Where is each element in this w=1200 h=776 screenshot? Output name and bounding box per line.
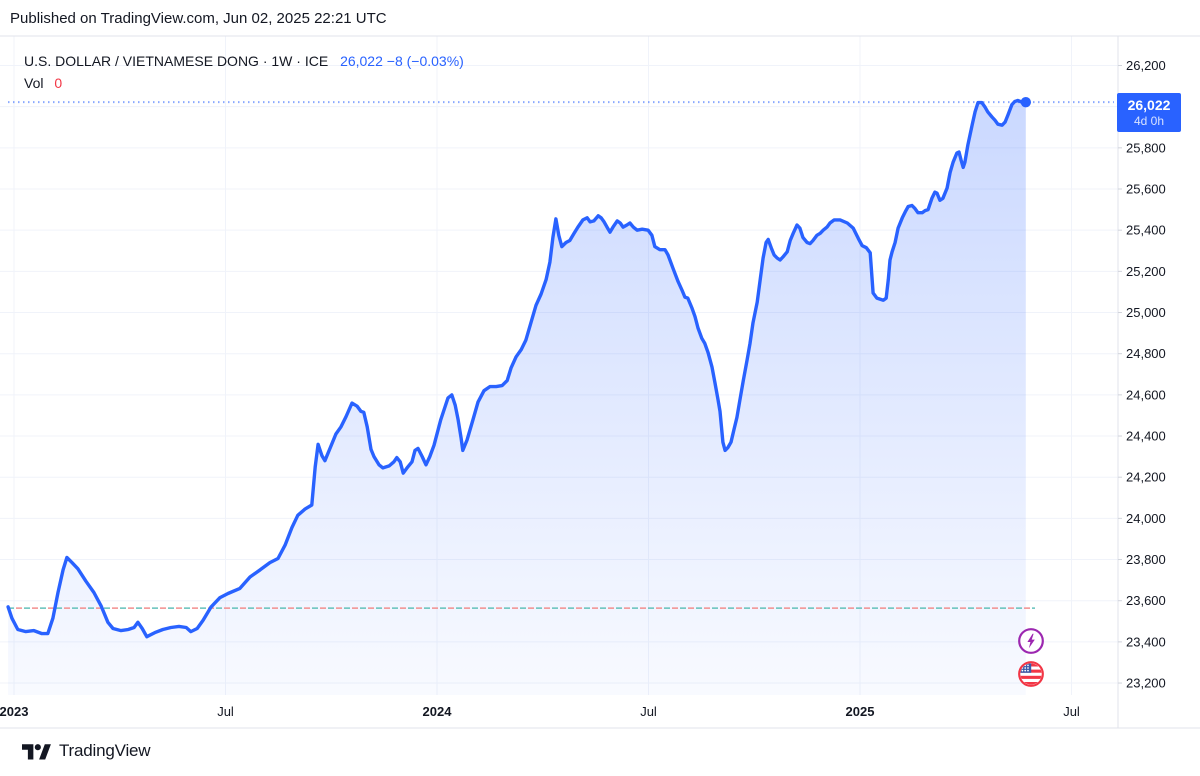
y-axis-label: 26,200 bbox=[1126, 58, 1166, 73]
volume-label: Vol bbox=[24, 75, 44, 91]
y-axis-label: 25,400 bbox=[1126, 223, 1166, 238]
y-axis-label: 24,200 bbox=[1126, 470, 1166, 485]
y-axis-label: 23,400 bbox=[1126, 634, 1166, 649]
lightning-bolt-icon bbox=[1018, 628, 1044, 654]
y-axis-label: 24,800 bbox=[1126, 346, 1166, 361]
x-axis-label: 2025 bbox=[846, 704, 875, 719]
y-axis-label: 25,200 bbox=[1126, 264, 1166, 279]
current-price-value: 26,022 bbox=[1127, 97, 1171, 113]
tradingview-logo-icon bbox=[22, 744, 51, 760]
x-axis-label: 2023 bbox=[0, 704, 28, 719]
x-axis-label: Jul bbox=[640, 704, 657, 719]
y-axis-label: 24,400 bbox=[1126, 429, 1166, 444]
y-axis-label: 23,800 bbox=[1126, 552, 1166, 567]
y-axis-label: 24,600 bbox=[1126, 387, 1166, 402]
series-area-fill bbox=[8, 100, 1026, 695]
last-point-marker bbox=[1020, 96, 1032, 108]
x-axis-label: Jul bbox=[1063, 704, 1080, 719]
y-axis-label: 24,000 bbox=[1126, 511, 1166, 526]
tradingview-logo-text: TradingView bbox=[59, 740, 151, 760]
current-price-tag: 26,022 4d 0h bbox=[1117, 93, 1181, 132]
x-axis-label: Jul bbox=[217, 704, 234, 719]
x-axis-label: 2024 bbox=[423, 704, 453, 719]
symbol-title[interactable]: U.S. DOLLAR / VIETNAMESE DONG · 1W · ICE bbox=[24, 53, 329, 69]
legend-symbol-row: U.S. DOLLAR / VIETNAMESE DONG · 1W · ICE… bbox=[24, 50, 464, 72]
published-bar: Published on TradingView.com, Jun 02, 20… bbox=[0, 0, 1200, 36]
time-axis[interactable]: 2023 Jul 2024 Jul 2025 Jul bbox=[0, 704, 1080, 719]
y-axis-label: 23,600 bbox=[1126, 593, 1166, 608]
y-axis-label: 23,200 bbox=[1126, 676, 1166, 691]
volume-value: 0 bbox=[54, 75, 63, 91]
lightning-badge-button[interactable] bbox=[1018, 628, 1044, 654]
legend-volume-row: Vol 0 bbox=[24, 72, 464, 94]
us-flag-icon bbox=[1018, 661, 1044, 687]
published-text: Published on TradingView.com, Jun 02, 20… bbox=[10, 9, 387, 27]
us-flag-badge-button[interactable] bbox=[1018, 661, 1044, 687]
y-axis-label: 25,000 bbox=[1126, 305, 1166, 320]
price-line-series bbox=[6, 98, 1028, 639]
pane-borders bbox=[0, 35, 1200, 729]
tradingview-logo-link[interactable]: TradingView bbox=[22, 740, 151, 761]
y-axis-label: 25,600 bbox=[1126, 182, 1166, 197]
chart-legend: U.S. DOLLAR / VIETNAMESE DONG · 1W · ICE… bbox=[24, 50, 464, 94]
y-axis-label: 25,800 bbox=[1126, 140, 1166, 155]
bar-countdown: 4d 0h bbox=[1133, 114, 1165, 128]
price-axis[interactable]: 26,20026,00025,80025,60025,40025,20025,0… bbox=[1118, 58, 1166, 691]
last-price-change: 26,022 −8 (−0.03%) bbox=[340, 53, 464, 69]
